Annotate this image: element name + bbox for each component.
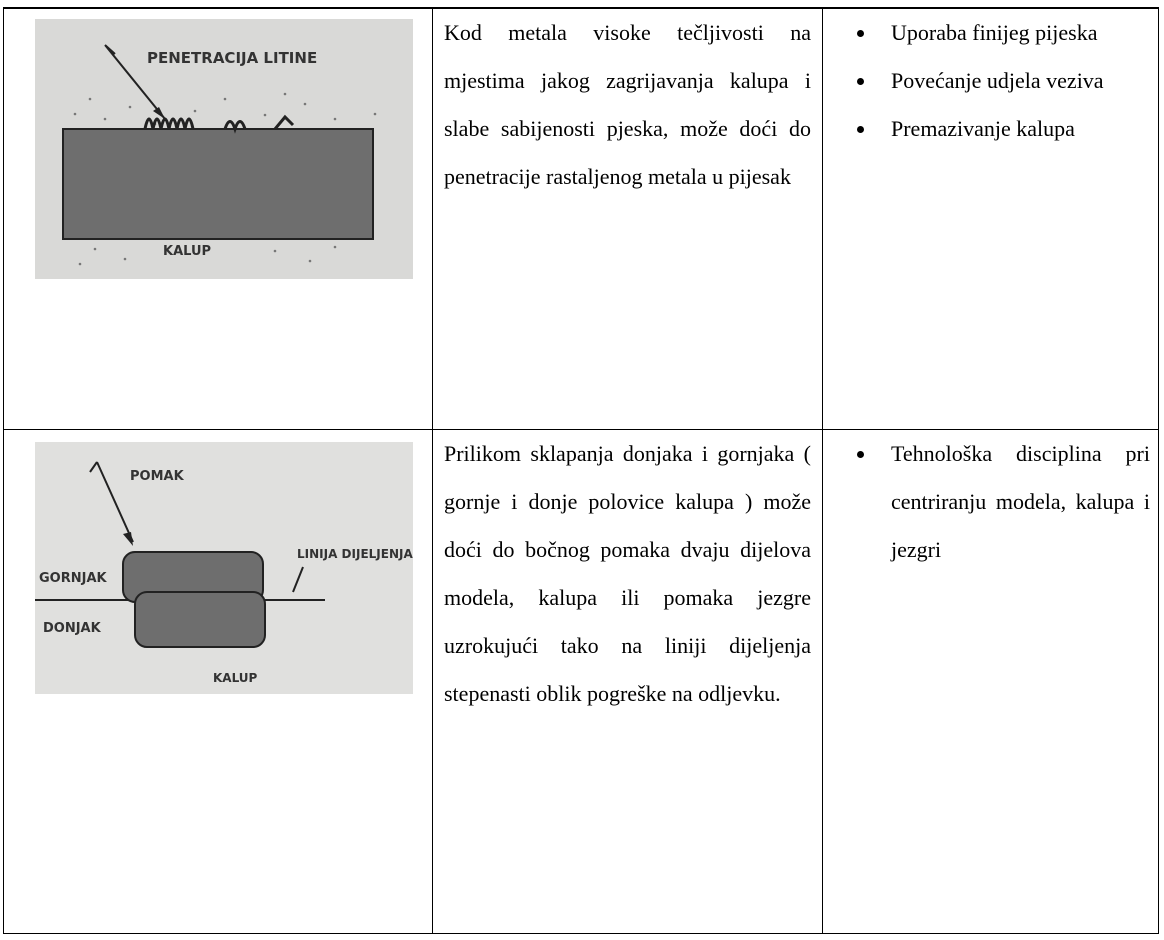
remedy: Tehnološka disciplina pri centriranju mo… <box>877 430 1150 574</box>
defects-table: PENETRACIJA LITINE KALUP Kod metala viso… <box>3 7 1159 934</box>
remedy: Premazivanje kalupa <box>877 105 1150 153</box>
figure-label: KALUP <box>163 244 211 259</box>
figure-cell: PENETRACIJA LITINE KALUP <box>3 7 433 430</box>
figure-label: DONJAK <box>43 621 102 636</box>
figure-penetration: PENETRACIJA LITINE KALUP <box>35 19 413 279</box>
table-row: PENETRACIJA LITINE KALUP Kod metala viso… <box>3 7 1159 430</box>
figure-label: KALUP <box>213 671 258 685</box>
figure-label: POMAK <box>130 469 185 484</box>
figure-shift: POMAK GORNJAK LINIJA DIJELJENJA DONJAK K… <box>35 441 413 694</box>
figure-label: LINIJA DIJELJENJA <box>297 547 413 561</box>
description: Kod metala visoke tečljivosti na mjestim… <box>432 7 823 430</box>
figure-label: GORNJAK <box>39 571 108 586</box>
remedies-list: Tehnološka disciplina pri centriranju mo… <box>823 430 1158 574</box>
remedies-cell: Uporaba finijeg pijeska Povećanje udjela… <box>822 7 1159 430</box>
remedies-list: Uporaba finijeg pijeska Povećanje udjela… <box>823 9 1158 153</box>
remedies-cell: Tehnološka disciplina pri centriranju mo… <box>822 428 1159 934</box>
figure-label: PENETRACIJA LITINE <box>147 49 317 67</box>
table-row: POMAK GORNJAK LINIJA DIJELJENJA DONJAK K… <box>3 428 1159 934</box>
remedy: Uporaba finijeg pijeska <box>877 9 1150 57</box>
remedy: Povećanje udjela veziva <box>877 57 1150 105</box>
description: Prilikom sklapanja donjaka i gornjaka ( … <box>432 428 823 934</box>
figure-cell: POMAK GORNJAK LINIJA DIJELJENJA DONJAK K… <box>3 428 433 934</box>
